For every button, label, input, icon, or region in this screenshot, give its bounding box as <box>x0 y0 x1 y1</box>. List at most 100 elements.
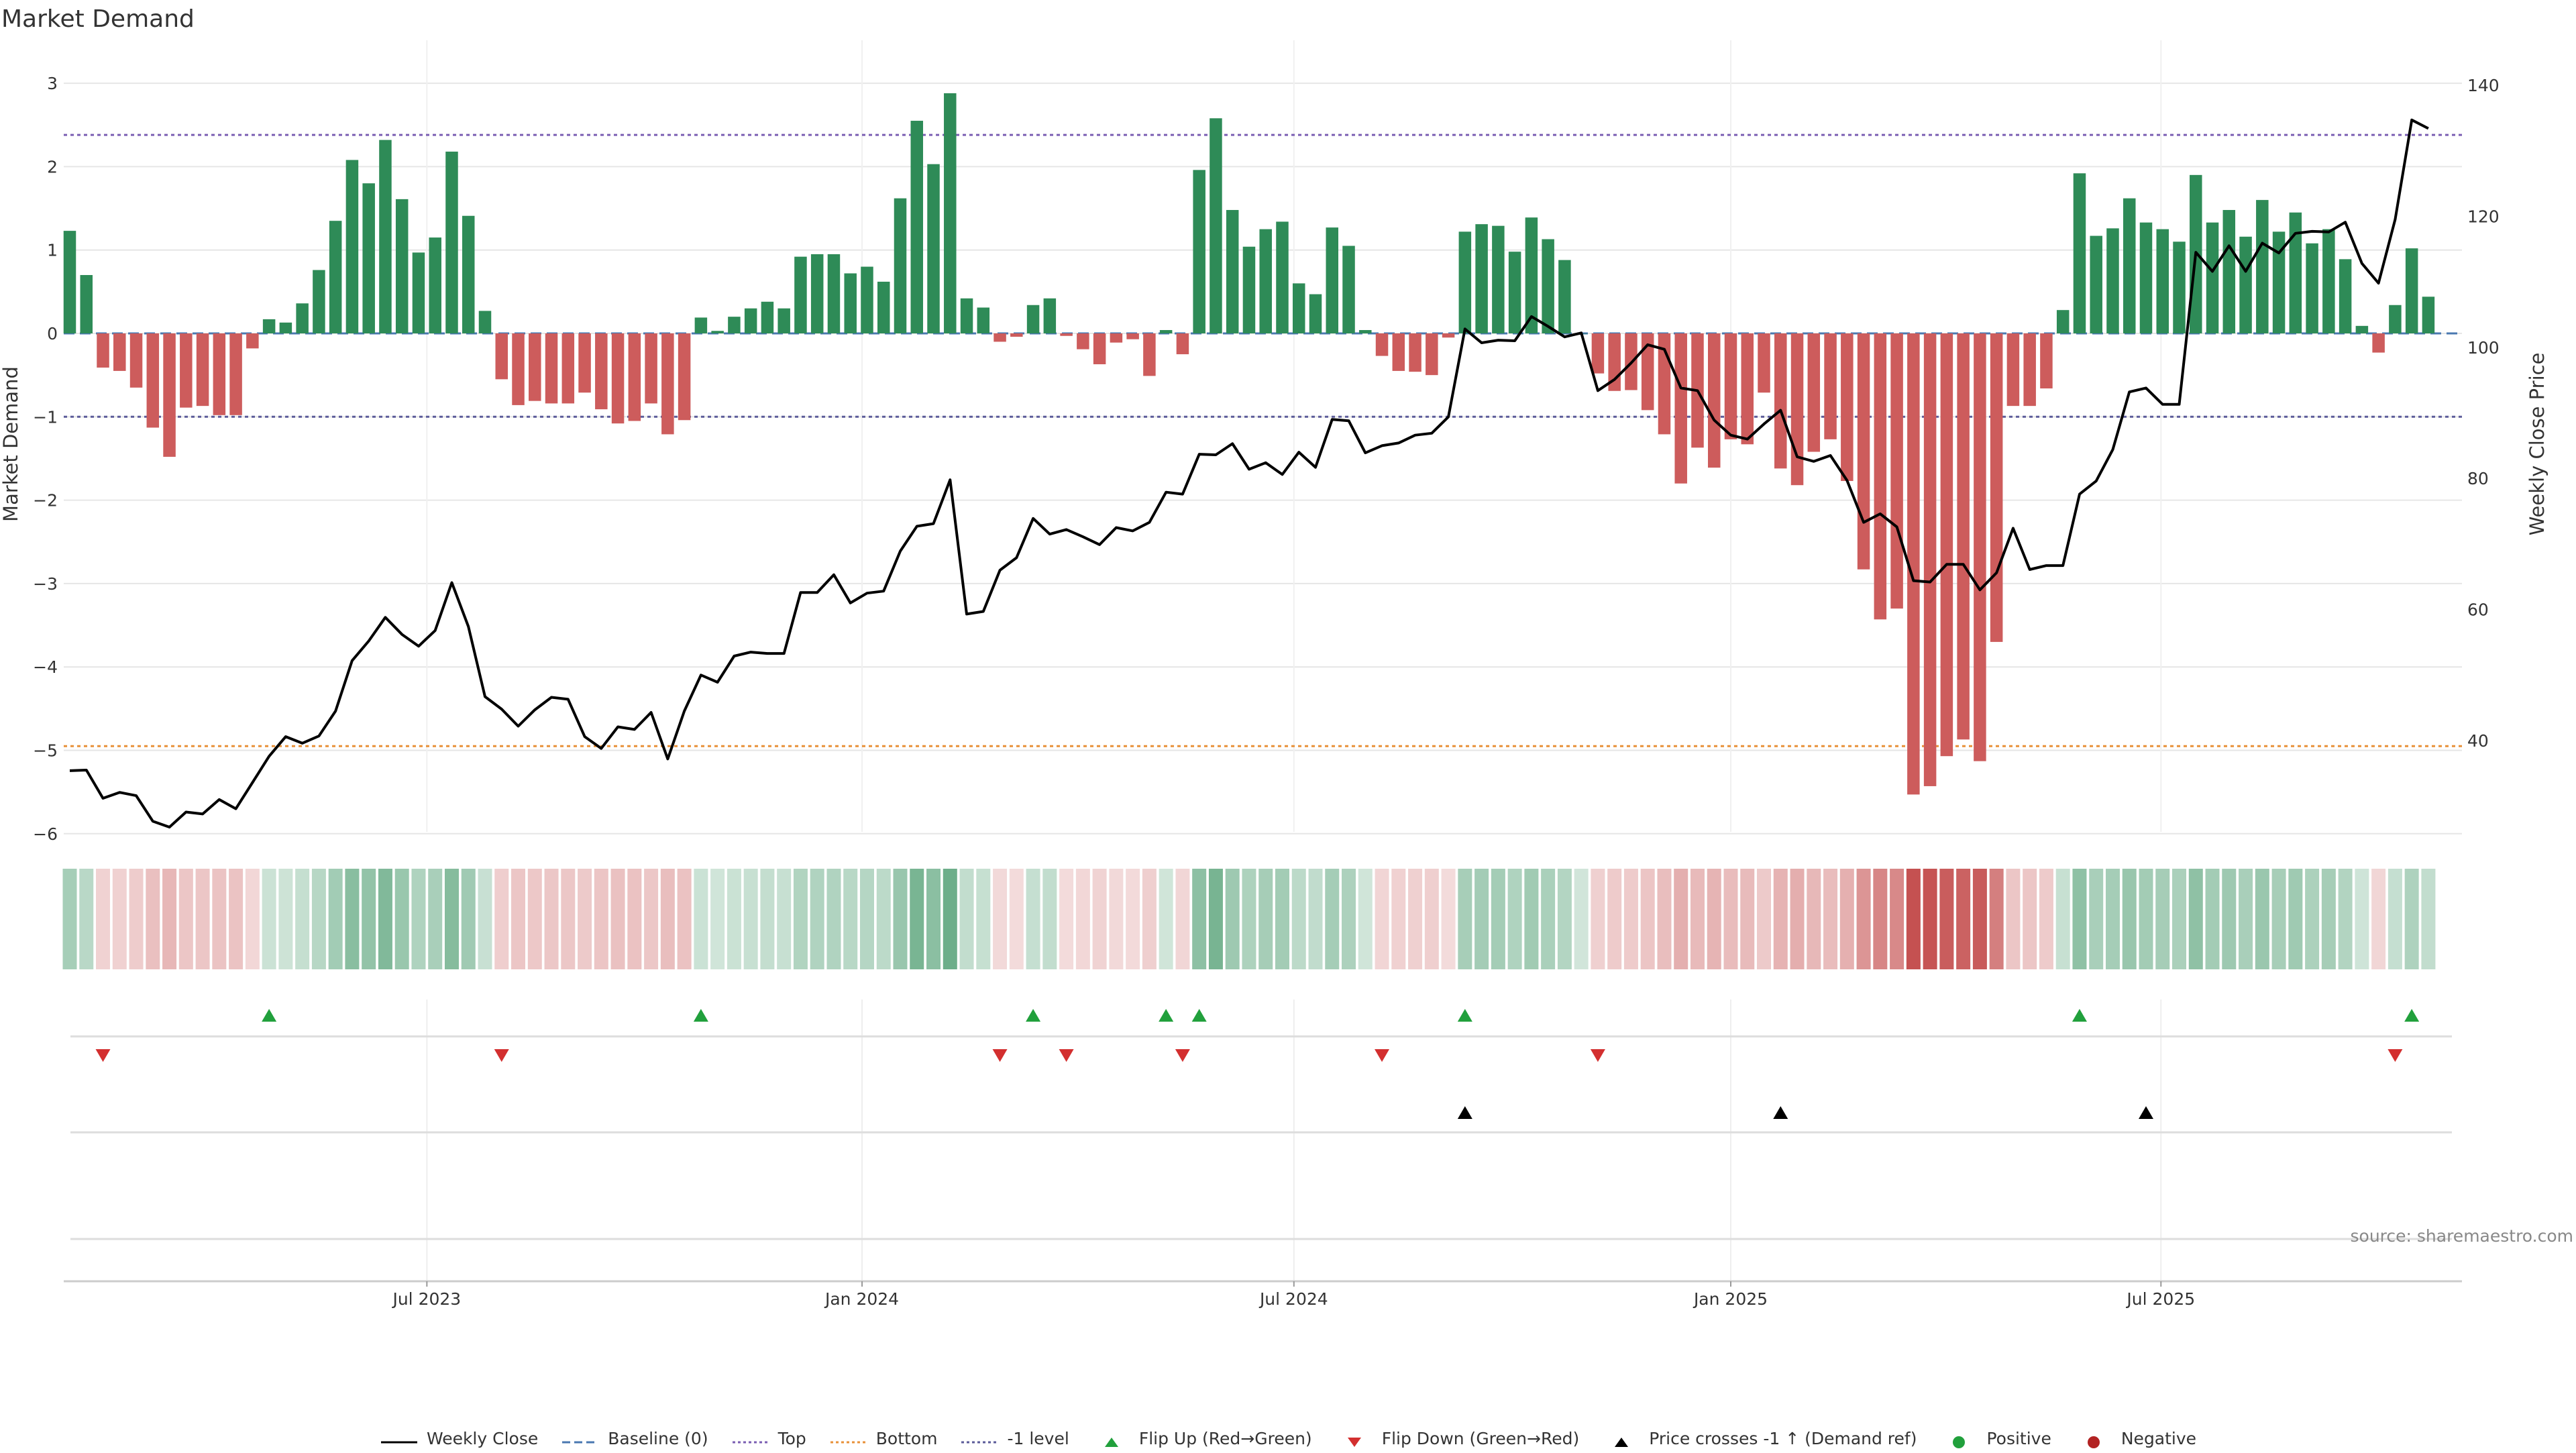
heat-cell <box>1075 869 1090 969</box>
heat-cell <box>461 869 476 969</box>
demand-bar <box>1790 333 1804 486</box>
heat-cell <box>677 869 692 969</box>
heat-cell <box>1342 869 1356 969</box>
heat-cell <box>79 869 94 969</box>
demand-bar <box>844 273 857 333</box>
legend-swatch <box>1335 1433 1374 1447</box>
reference-lines <box>64 133 2462 747</box>
heat-cell <box>2338 869 2353 969</box>
demand-bar <box>1242 246 1256 333</box>
demand-bar <box>113 333 126 371</box>
heat-cell <box>793 869 808 969</box>
left-tick-label: 1 <box>47 241 58 260</box>
demand-bar <box>1143 333 1156 376</box>
price-cross-marker <box>1457 1106 1472 1119</box>
legend-item: -1 level <box>960 1429 1069 1449</box>
heat-cell <box>2355 869 2369 969</box>
legend-label: Weekly Close <box>426 1429 539 1448</box>
flip-down-marker <box>992 1049 1008 1062</box>
x-tick-label: Jan 2024 <box>824 1289 899 1309</box>
heat-cell <box>1790 869 1805 969</box>
heat-cell <box>644 869 659 969</box>
demand-bar <box>296 303 309 333</box>
heat-cell <box>2188 869 2203 969</box>
heat-cell <box>2023 869 2037 969</box>
heat-cell <box>1308 869 1323 969</box>
heat-cell <box>1275 869 1289 969</box>
demand-bar <box>279 322 292 333</box>
left-tick-label: −2 <box>33 491 58 510</box>
price-line <box>69 118 2429 828</box>
demand-bar <box>2339 259 2352 333</box>
heat-cell <box>2404 869 2419 969</box>
heat-cell <box>146 869 160 969</box>
demand-bar <box>1475 224 1488 333</box>
demand-bar <box>395 199 409 333</box>
demand-bar <box>645 333 657 404</box>
demand-bar <box>1392 333 1405 371</box>
legend-item: Positive <box>1939 1429 2051 1449</box>
heat-cell <box>2288 869 2303 969</box>
demand-bar <box>478 311 492 333</box>
demand-bar <box>910 121 924 333</box>
legend-item: Flip Down (Green→Red) <box>1335 1429 1579 1449</box>
legend-swatch <box>1602 1433 1641 1447</box>
heat-cell <box>2255 869 2269 969</box>
price-cross-marker <box>1773 1106 1788 1119</box>
heat-cell <box>1524 869 1539 969</box>
heat-cell <box>1640 869 1655 969</box>
demand-bar <box>761 301 774 333</box>
heat-cell <box>1491 869 1505 969</box>
demand-heat-strip <box>62 869 2436 969</box>
heat-cell <box>2321 869 2336 969</box>
demand-bar <box>960 298 973 333</box>
heat-cell <box>112 869 127 969</box>
heat-cell <box>893 869 908 969</box>
heat-cell <box>345 869 360 969</box>
demand-bar <box>213 333 226 415</box>
heat-cell <box>2222 869 2237 969</box>
heat-cell <box>1441 869 1456 969</box>
demand-bar <box>63 231 76 333</box>
demand-bar <box>1442 333 1455 338</box>
legend-item: Price crosses -1 ↑ (Demand ref) <box>1602 1429 1917 1449</box>
legend-item: Baseline (0) <box>561 1429 708 1449</box>
demand-bar <box>2123 198 2136 333</box>
heat-cell <box>1707 869 1721 969</box>
chart-title: Market Demand <box>1 5 195 33</box>
demand-bar <box>1641 333 1654 411</box>
demand-bar <box>944 93 957 334</box>
heat-cell <box>561 869 576 969</box>
flip-down-marker <box>1059 1049 1074 1062</box>
heat-cell <box>178 869 193 969</box>
demand-bar <box>894 198 907 333</box>
demand-bar <box>2405 248 2418 333</box>
demand-bar <box>2372 333 2385 353</box>
demand-bar <box>1957 333 1970 740</box>
heat-cell <box>1591 869 1605 969</box>
heat-cell <box>1391 869 1406 969</box>
demand-bar <box>1010 333 1023 337</box>
right-tick-label: 40 <box>2467 731 2489 751</box>
legend-swatch <box>829 1433 868 1445</box>
heat-cell <box>1126 869 1140 969</box>
heat-cell <box>2205 869 2220 969</box>
demand-bar <box>1990 333 2003 642</box>
demand-bar <box>512 333 525 405</box>
legend-label: Negative <box>2121 1429 2197 1448</box>
demand-bar <box>1758 333 1770 393</box>
left-tick-label: −5 <box>33 741 58 761</box>
heat-cell <box>826 869 841 969</box>
heat-cell <box>262 869 276 969</box>
heat-cell <box>2421 869 2436 969</box>
left-tick-label: −4 <box>33 657 58 677</box>
demand-bar <box>1591 333 1605 374</box>
demand-bar <box>2272 231 2286 333</box>
heat-cell <box>694 869 708 969</box>
legend-swatch <box>561 1433 600 1445</box>
demand-bar <box>1841 333 1854 482</box>
flip-up-marker <box>262 1009 277 1022</box>
heat-cell <box>1906 869 1921 969</box>
heat-cell <box>1208 869 1223 969</box>
